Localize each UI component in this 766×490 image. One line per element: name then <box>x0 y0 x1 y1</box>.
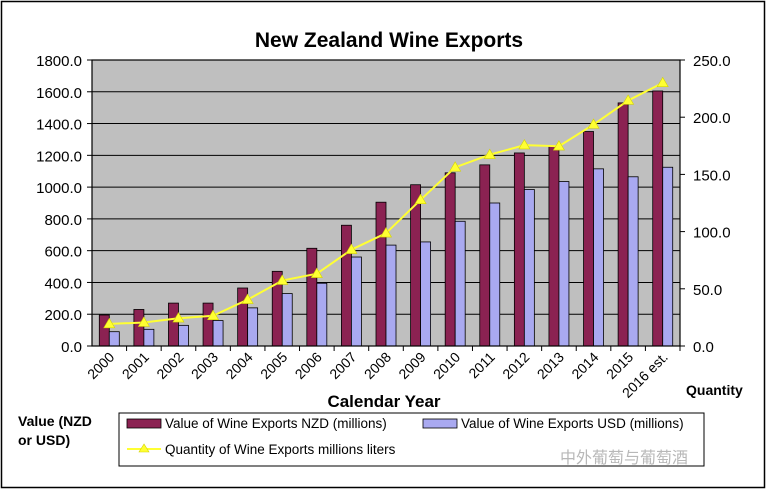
quantity-marker <box>622 94 635 105</box>
bar-nzd <box>133 309 145 347</box>
bar-nzd <box>168 302 179 347</box>
legend-label-nzd: Value of Wine Exports NZD (millions) <box>165 416 387 431</box>
y2-tick-label: 0.0 <box>693 339 714 356</box>
y2-tick-label: 100.0 <box>693 225 731 242</box>
legend-swatch-usd <box>422 418 458 429</box>
quantity-line <box>103 76 669 329</box>
bar-usd <box>593 168 604 347</box>
quantity-marker <box>310 267 323 278</box>
quantity-marker <box>172 312 185 323</box>
bar-usd <box>108 331 120 347</box>
bar-usd <box>247 307 259 347</box>
quantity-marker <box>656 76 669 88</box>
y-tick-label: 800.0 <box>44 212 82 229</box>
quantity-marker <box>345 243 358 254</box>
bar-nzd <box>652 90 664 347</box>
bar-nzd <box>479 164 491 347</box>
quantity-marker <box>103 317 116 329</box>
bar-usd <box>627 176 639 347</box>
quantity-marker <box>518 139 531 150</box>
y-tick-label: 1000.0 <box>36 180 82 197</box>
plot-border <box>91 59 681 347</box>
legend-label-usd: Value of Wine Exports USD (millions) <box>461 416 684 431</box>
bars <box>98 90 674 347</box>
quantity-marker <box>137 316 150 327</box>
bar-usd <box>385 244 397 347</box>
bar-usd <box>316 282 328 347</box>
bar-usd <box>281 293 293 347</box>
quantity-marker <box>276 274 289 285</box>
bar-nzd <box>375 201 387 347</box>
quantity-marker <box>207 309 220 320</box>
y-tick-label: 1600.0 <box>36 85 82 102</box>
bar-usd <box>351 256 362 347</box>
y-tick-label: 1200.0 <box>36 148 82 165</box>
y-tick-label: 1800.0 <box>36 53 82 70</box>
legend-label-quantity: Quantity of Wine Exports millions liters <box>165 442 396 457</box>
bar-usd <box>212 320 224 347</box>
chart-title: New Zealand Wine Exports <box>255 29 523 52</box>
bar-nzd <box>98 314 110 347</box>
quantity-marker <box>379 227 393 238</box>
bar-usd <box>523 189 535 347</box>
bar-usd <box>143 328 155 347</box>
y-axis-title: Value (NZD or USD) <box>18 413 92 448</box>
quantity-marker <box>414 193 427 204</box>
y2-tick-label: 250.0 <box>693 53 731 70</box>
quantity-marker <box>449 161 462 172</box>
y2-tick-label: 150.0 <box>693 167 731 184</box>
bar-usd <box>178 324 189 347</box>
bar-usd <box>420 241 431 347</box>
bar-nzd <box>548 146 560 347</box>
bar-usd <box>662 166 674 347</box>
y-tick-label: 0.0 <box>61 339 82 356</box>
quantity-marker <box>483 148 496 159</box>
bar-usd <box>489 202 501 347</box>
y2-axis-title: Quantity <box>686 382 743 398</box>
y-axis-title-line-2: or USD) <box>18 432 70 448</box>
y-tick-label: 400.0 <box>44 275 82 292</box>
quantity-marker <box>552 140 565 151</box>
bar-usd <box>454 220 466 347</box>
quantity-marker <box>241 293 254 304</box>
y2-tick-label: 50.0 <box>693 282 722 299</box>
legend-box <box>118 412 705 467</box>
y-axis-title-line-1: Value (NZD <box>18 413 92 429</box>
bar-nzd <box>444 172 456 347</box>
bar-nzd <box>583 131 594 347</box>
watermark: 中外葡萄与葡萄酒 <box>560 448 689 467</box>
y-tick-label: 600.0 <box>44 244 82 261</box>
y-tick-label: 1400.0 <box>36 117 82 134</box>
legend-swatch-quantity-marker <box>138 443 150 453</box>
legend: Value of Wine Exports NZD (millions) Valu… <box>118 412 705 467</box>
bar-usd <box>558 181 570 347</box>
y2-tick-label: 200.0 <box>693 110 731 127</box>
legend-swatch-nzd <box>126 418 162 429</box>
bar-nzd <box>513 152 525 347</box>
x-axis-title: Calendar Year <box>327 392 440 411</box>
bar-nzd <box>202 302 214 347</box>
bar-nzd <box>341 224 352 347</box>
bar-nzd <box>306 247 318 347</box>
y-tick-label: 200.0 <box>44 307 82 324</box>
bar-nzd <box>617 102 629 347</box>
quantity-marker <box>587 118 600 129</box>
